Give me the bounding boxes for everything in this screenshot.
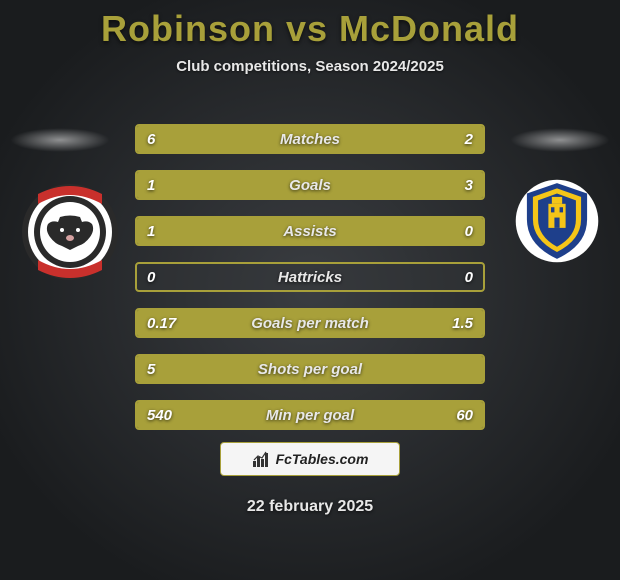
stat-row: Goals1 3 — [135, 170, 485, 200]
stat-label: Assists — [137, 218, 483, 244]
stat-row: Hattricks0 0 — [135, 262, 485, 292]
stat-label: Hattricks — [137, 264, 483, 290]
stat-value-left: 6 — [147, 126, 155, 152]
shield-badge-icon — [514, 178, 600, 264]
shadow-left — [10, 128, 110, 152]
right-club-logo — [514, 178, 600, 264]
stat-value-right: 3 — [465, 172, 473, 198]
stat-value-right: 0 — [465, 264, 473, 290]
brand-text: FcTables.com — [276, 451, 369, 467]
stat-label: Min per goal — [137, 402, 483, 428]
brand-badge: FcTables.com — [220, 442, 400, 476]
stat-row: Matches6 2 — [135, 124, 485, 154]
stat-value-right: 60 — [456, 402, 473, 428]
footer-date: 22 february 2025 — [0, 498, 620, 516]
stat-label: Goals per match — [137, 310, 483, 336]
stat-value-right: 0 — [465, 218, 473, 244]
stat-value-left: 0.17 — [147, 310, 176, 336]
stat-row: Assists1 0 — [135, 216, 485, 246]
chart-icon — [252, 450, 270, 468]
stat-label: Shots per goal — [137, 356, 483, 382]
stat-value-left: 0 — [147, 264, 155, 290]
page-subtitle: Club competitions, Season 2024/2025 — [0, 58, 620, 75]
shadow-right — [510, 128, 610, 152]
stat-value-left: 1 — [147, 218, 155, 244]
stat-value-right: 2 — [465, 126, 473, 152]
page-title: Robinson vs McDonald — [0, 0, 620, 50]
stat-value-left: 540 — [147, 402, 172, 428]
stat-label: Matches — [137, 126, 483, 152]
hereford-badge-icon — [20, 182, 120, 282]
stat-value-right: 1.5 — [452, 310, 473, 336]
stat-value-left: 1 — [147, 172, 155, 198]
stat-label: Goals — [137, 172, 483, 198]
stat-row: Shots per goal5 — [135, 354, 485, 384]
stat-row: Min per goal540 60 — [135, 400, 485, 430]
stats-bars: Matches62Goals13Assists10Hattricks00Goal… — [135, 124, 485, 430]
left-club-logo — [20, 182, 120, 282]
stat-value-left: 5 — [147, 356, 155, 382]
stat-row: Goals per match0.17 1.5 — [135, 308, 485, 338]
